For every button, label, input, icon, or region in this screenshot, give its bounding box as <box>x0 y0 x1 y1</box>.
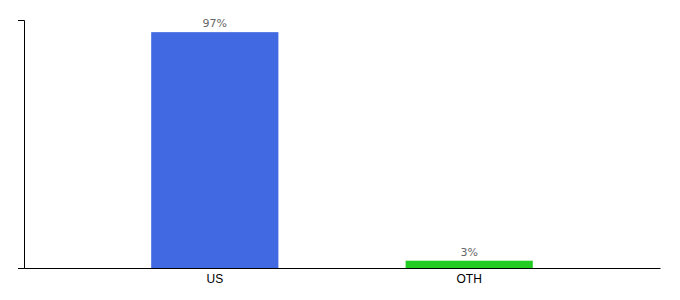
y-axis <box>18 21 25 269</box>
x-tick: OTH <box>457 272 482 286</box>
bar <box>406 261 533 268</box>
bar <box>151 32 278 268</box>
x-axis: US OTH <box>25 269 661 286</box>
x-tick: US <box>206 272 223 286</box>
x-tick-label: OTH <box>457 272 482 286</box>
bars <box>151 32 533 268</box>
plot: 97% 3% US OTH <box>18 17 661 285</box>
data-label: 3% <box>460 246 477 259</box>
y-axis-line <box>18 21 25 269</box>
x-axis-line <box>25 268 661 269</box>
chart: 97% 3% US OTH <box>0 0 680 300</box>
x-tick-label: US <box>206 272 223 286</box>
data-label: 97% <box>203 17 227 30</box>
data-labels: 97% 3% <box>203 17 478 259</box>
